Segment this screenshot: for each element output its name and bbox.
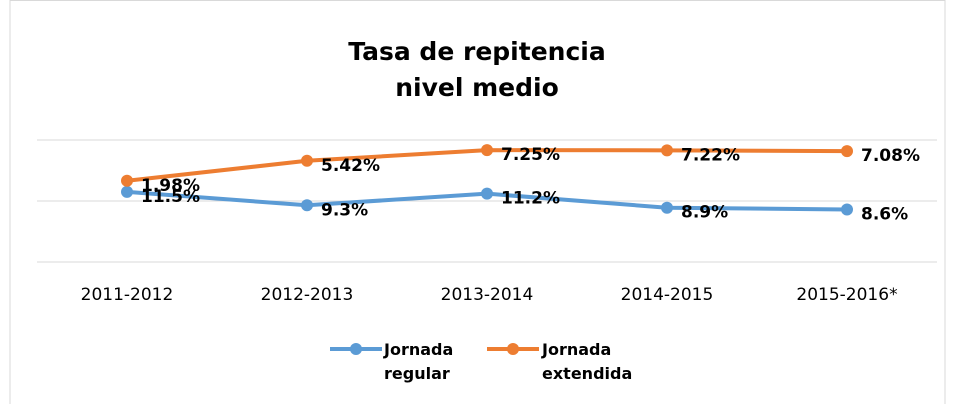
data-label: 5.42% — [321, 156, 380, 176]
data-label: 11.5% — [141, 187, 200, 207]
legend-label: Jornada extendida — [542, 340, 633, 383]
data-label: 1.98% — [141, 176, 200, 196]
x-tick-label: 2011-2012 — [81, 285, 174, 305]
series-marker — [661, 144, 673, 157]
series-marker — [481, 144, 493, 157]
data-label: 9.3% — [321, 200, 368, 220]
x-tick-label: 2015-2016* — [796, 285, 897, 305]
x-tick-label: 2014-2015 — [621, 285, 714, 305]
data-label: 7.22% — [681, 145, 740, 165]
data-label: 8.9% — [681, 203, 728, 223]
series-marker — [301, 154, 313, 167]
data-label: 7.25% — [501, 145, 560, 165]
chart-title: Tasa de repitencia nivel medio — [348, 37, 606, 102]
series-marker — [661, 201, 673, 214]
series-marker — [121, 185, 133, 198]
legend-marker — [507, 343, 519, 355]
x-tick-label: 2012-2013 — [261, 285, 354, 305]
series-marker — [301, 199, 313, 212]
data-label: 11.2% — [501, 189, 560, 209]
series-marker — [841, 203, 853, 216]
data-label: 8.6% — [861, 205, 908, 225]
series-marker — [841, 145, 853, 158]
x-tick-label: 2013-2014 — [441, 285, 534, 305]
chart-border — [9, 0, 946, 404]
series-marker — [121, 174, 133, 187]
legend-label: Jornada regular — [384, 340, 454, 383]
legend-marker — [350, 343, 362, 355]
data-label: 7.08% — [861, 146, 920, 166]
series-marker — [481, 187, 493, 200]
